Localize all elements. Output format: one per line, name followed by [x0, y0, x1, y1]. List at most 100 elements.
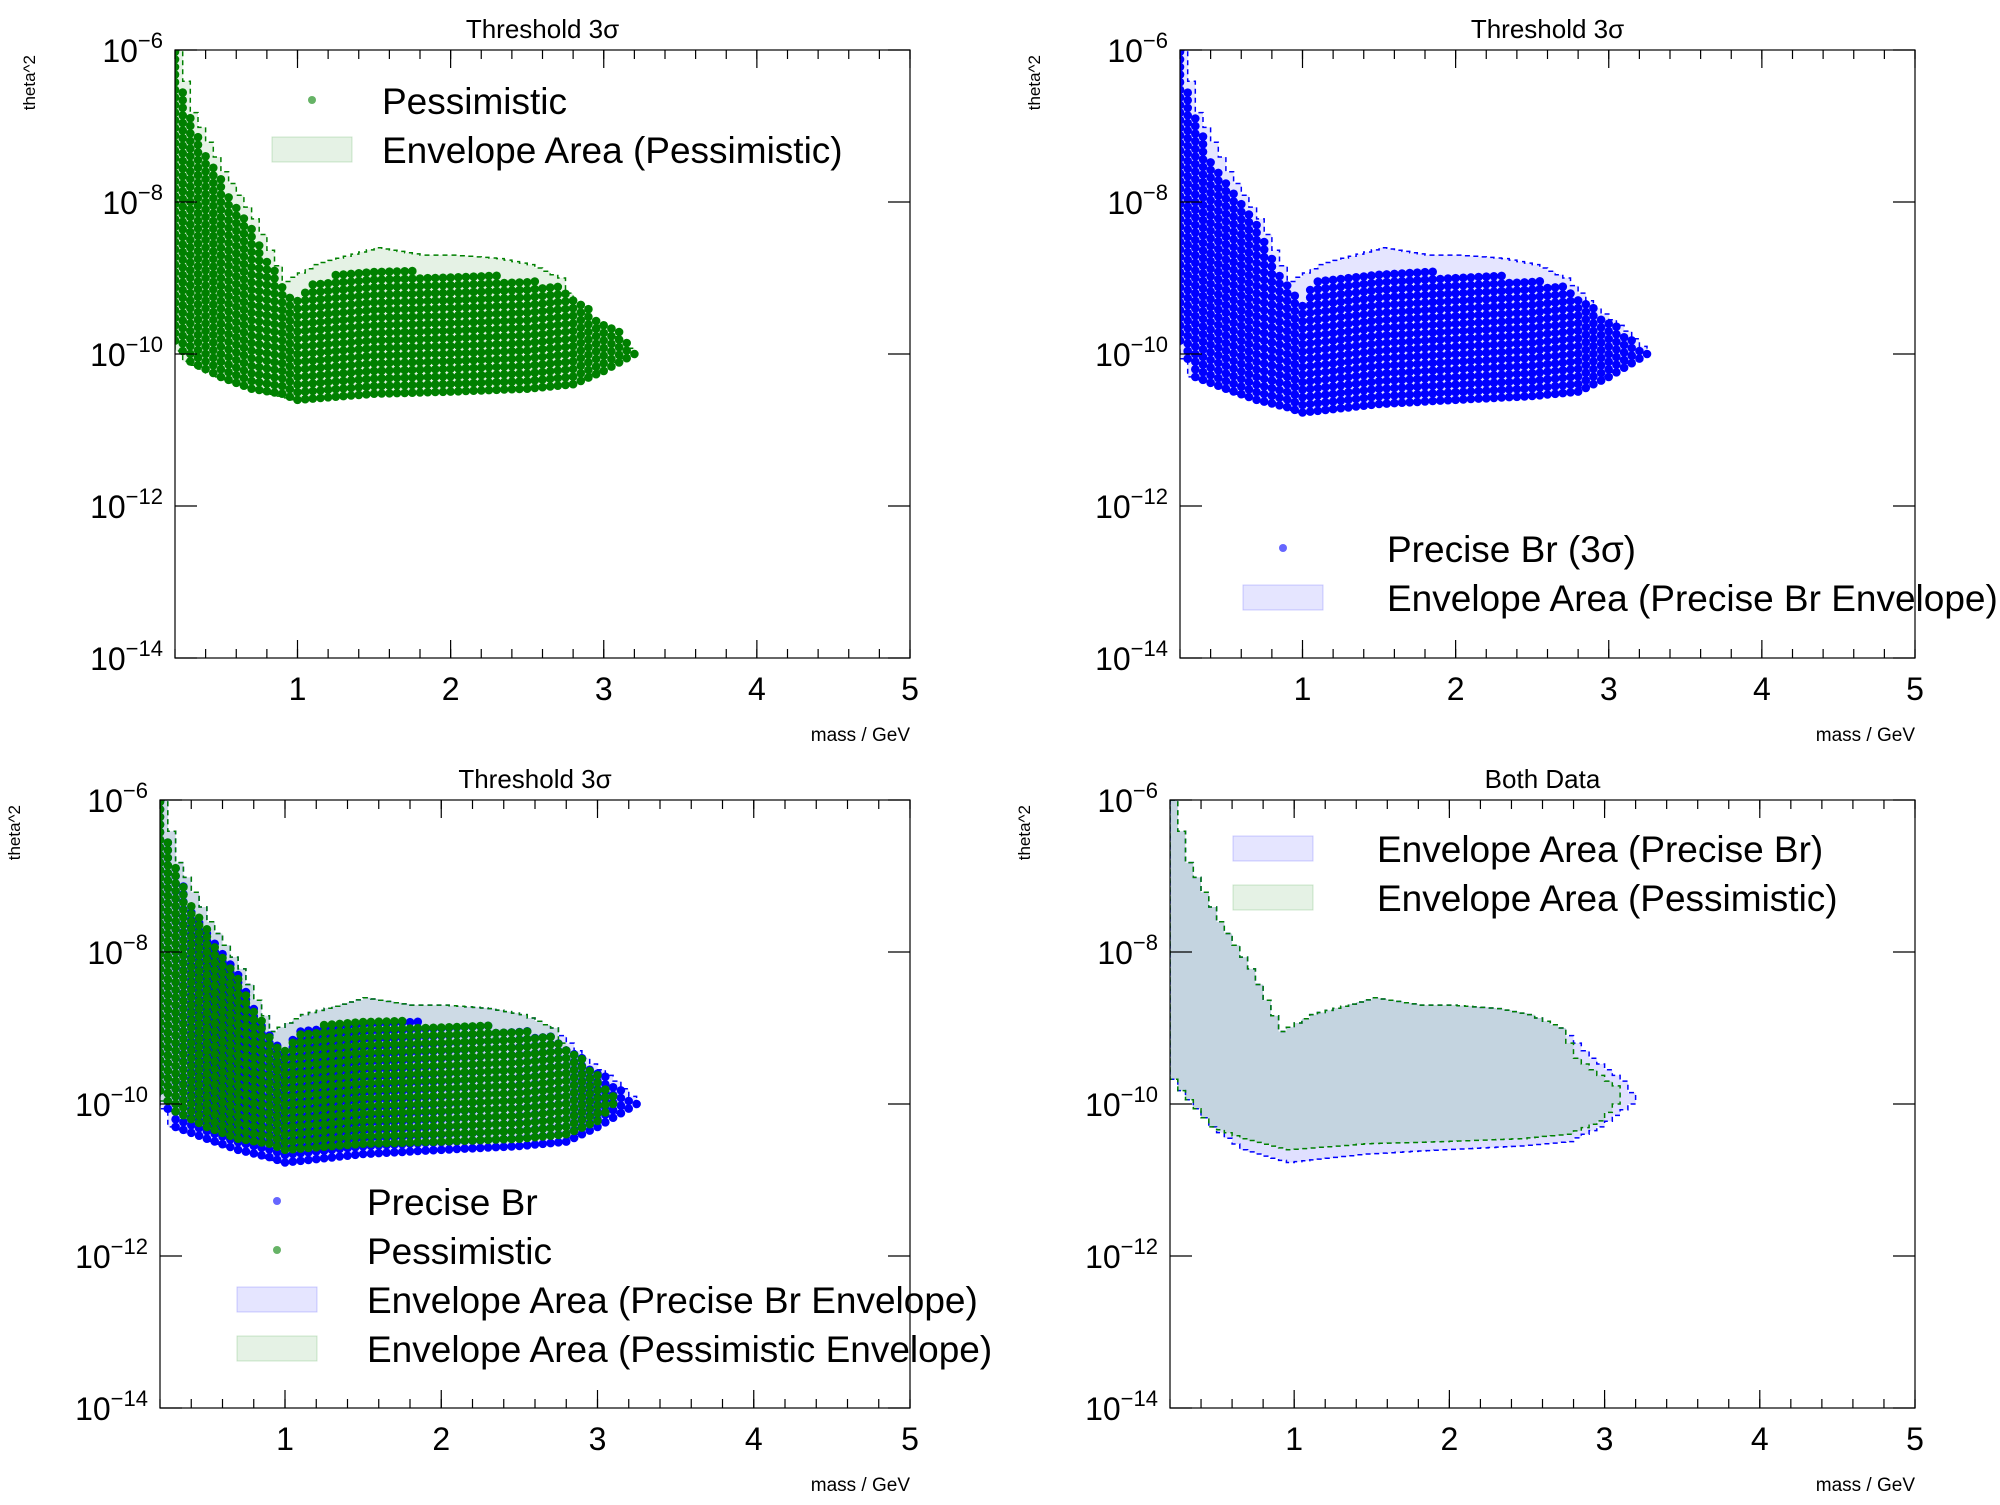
data-point [1180, 153, 1185, 163]
data-point [254, 271, 264, 281]
data-point [1413, 359, 1422, 369]
legend-label: Envelope Area (Pessimistic Envelope) [367, 1329, 992, 1370]
data-point [554, 1077, 563, 1087]
data-point [1298, 362, 1307, 372]
data-point [160, 1010, 165, 1019]
y-tick-label: 10−10 [1095, 332, 1168, 373]
data-point [400, 343, 410, 352]
data-point [1466, 379, 1476, 389]
data-point [599, 359, 608, 368]
data-point [1336, 403, 1346, 413]
data-point [1206, 355, 1215, 365]
data-point [163, 1073, 173, 1083]
data-point [1180, 321, 1185, 330]
data-point [538, 360, 547, 369]
data-point [1221, 346, 1231, 356]
data-point [1443, 342, 1453, 352]
data-point [429, 1038, 438, 1048]
data-point [265, 1086, 274, 1095]
data-point [1221, 338, 1231, 348]
data-point [452, 1030, 462, 1039]
data-point [1566, 289, 1575, 298]
data-point [1229, 303, 1238, 313]
data-point [1229, 265, 1238, 275]
data-point [1420, 305, 1430, 315]
data-point [335, 1019, 345, 1029]
data-point [546, 1131, 555, 1140]
data-point [390, 1017, 399, 1026]
data-point [366, 1055, 376, 1065]
data-point [593, 1109, 602, 1118]
data-point [438, 387, 448, 397]
data-point [585, 1126, 594, 1135]
data-point [1527, 353, 1537, 363]
data-point [392, 358, 402, 368]
data-point [304, 1098, 313, 1107]
data-point [312, 1112, 321, 1122]
data-point [216, 228, 226, 237]
x-tick-label: 2 [1440, 1421, 1458, 1457]
data-point [1229, 371, 1238, 381]
data-point [179, 1110, 188, 1120]
data-point [1244, 248, 1254, 257]
data-point [312, 1089, 321, 1099]
data-point [1191, 159, 1200, 169]
data-point [226, 1116, 235, 1125]
data-point [1321, 299, 1330, 308]
data-point [1512, 308, 1522, 318]
data-point [160, 843, 165, 852]
data-point [202, 1046, 212, 1056]
data-point [444, 1083, 454, 1093]
data-point [175, 222, 180, 231]
data-point [431, 319, 440, 328]
data-point [507, 362, 517, 371]
data-point [438, 281, 448, 290]
data-point [331, 392, 341, 402]
data-point [270, 274, 279, 283]
data-point [351, 1079, 360, 1088]
data-point [616, 1086, 626, 1095]
x-tick-label: 3 [1600, 671, 1618, 707]
data-point [397, 1085, 407, 1094]
data-point [277, 366, 287, 376]
data-point [599, 343, 608, 353]
data-point [392, 290, 402, 299]
data-point [452, 1144, 462, 1154]
data-point [216, 205, 226, 214]
data-point [608, 1092, 618, 1101]
data-point [178, 263, 187, 272]
data-point [1214, 221, 1223, 231]
data-point [415, 297, 425, 306]
data-point [522, 1027, 532, 1036]
data-point [1328, 313, 1338, 323]
data-point [288, 1144, 298, 1154]
data-point [507, 1043, 516, 1052]
data-point [515, 285, 524, 295]
x-tick-label: 3 [589, 1421, 607, 1457]
data-point [405, 1017, 415, 1027]
data-point [1397, 390, 1407, 400]
data-point [194, 1050, 204, 1059]
data-point [446, 288, 455, 298]
data-point [226, 1101, 235, 1110]
data-point [254, 294, 264, 304]
data-point [415, 274, 425, 283]
data-point [265, 1078, 274, 1088]
data-point [277, 305, 287, 315]
data-point [171, 894, 180, 903]
data-point [1180, 77, 1185, 87]
data-point [1397, 284, 1407, 294]
data-point [1367, 377, 1376, 387]
data-point [224, 231, 233, 240]
data-point [1351, 303, 1361, 313]
data-point [202, 1077, 212, 1086]
data-point [431, 342, 440, 351]
data-point [239, 282, 249, 292]
data-point [1543, 390, 1552, 399]
data-point [1183, 179, 1192, 189]
data-point [382, 1123, 391, 1133]
data-point [319, 1028, 329, 1037]
data-point [1451, 304, 1460, 313]
data-point [194, 951, 204, 961]
data-point [224, 329, 233, 339]
